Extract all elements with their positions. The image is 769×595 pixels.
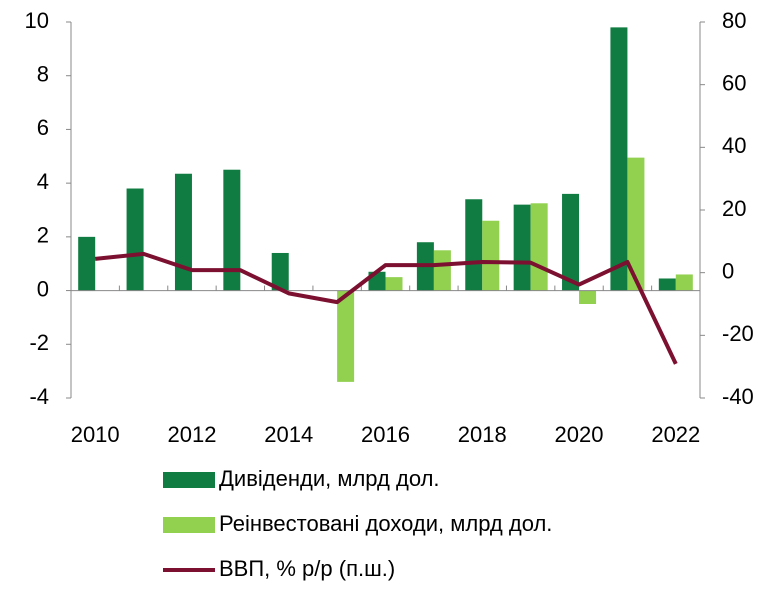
bar bbox=[610, 27, 628, 291]
legend-swatch bbox=[163, 517, 215, 533]
y-tick-label: -2 bbox=[29, 330, 49, 355]
y2-tick-label: 0 bbox=[722, 258, 734, 283]
bar bbox=[675, 274, 693, 291]
y-tick-label: 0 bbox=[37, 276, 49, 301]
x-tick-label: 2016 bbox=[361, 422, 410, 447]
bar bbox=[271, 252, 289, 291]
bar bbox=[482, 220, 500, 291]
bar bbox=[513, 204, 531, 291]
y-tick-label: 6 bbox=[37, 115, 49, 140]
x-tick-label: 2020 bbox=[555, 422, 604, 447]
bar bbox=[385, 277, 403, 291]
bar bbox=[562, 193, 580, 291]
bar bbox=[627, 157, 645, 291]
y-tick-label: -4 bbox=[29, 384, 49, 409]
y-tick-label: 8 bbox=[37, 62, 49, 87]
legend-swatch bbox=[163, 472, 215, 488]
line bbox=[94, 251, 678, 365]
bar bbox=[223, 169, 241, 291]
bar bbox=[174, 173, 192, 291]
y2-tick-label: -20 bbox=[722, 321, 754, 346]
bar bbox=[433, 250, 451, 291]
y2-tick-label: 20 bbox=[722, 196, 746, 221]
y-tick-label: 2 bbox=[37, 223, 49, 248]
x-tick-label: 2010 bbox=[71, 422, 120, 447]
bar bbox=[658, 278, 676, 291]
bar bbox=[337, 290, 355, 382]
x-tick-label: 2018 bbox=[458, 422, 507, 447]
x-tick-label: 2022 bbox=[651, 422, 700, 447]
legend-label: Дивіденди, млрд дол. bbox=[219, 466, 440, 491]
y2-tick-label: 40 bbox=[722, 133, 746, 158]
legend-label: ВВП, % р/р (п.ш.) bbox=[219, 556, 395, 581]
bar bbox=[579, 290, 597, 304]
y2-tick-label: 80 bbox=[722, 8, 746, 33]
bar bbox=[530, 203, 548, 291]
x-tick-label: 2012 bbox=[167, 422, 216, 447]
bar bbox=[78, 236, 96, 291]
y-tick-label: 10 bbox=[25, 8, 49, 33]
bar bbox=[126, 188, 144, 291]
y-tick-label: 4 bbox=[37, 169, 49, 194]
legend-label: Реінвестовані доходи, млрд дол. bbox=[219, 511, 552, 536]
x-tick-label: 2014 bbox=[264, 422, 313, 447]
y2-tick-label: 60 bbox=[722, 70, 746, 95]
y2-tick-label: -40 bbox=[722, 384, 754, 409]
bar bbox=[465, 199, 483, 291]
